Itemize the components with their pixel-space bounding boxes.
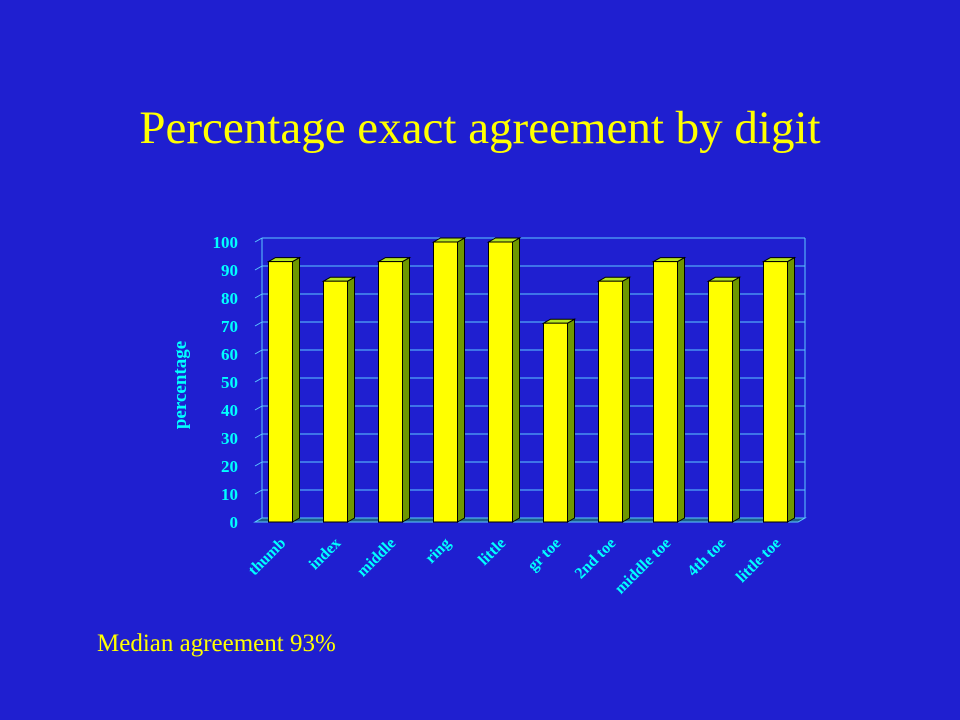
y-tick-label: 20	[221, 457, 238, 476]
x-tick-label: middle	[354, 535, 399, 580]
x-tick-label: thumb	[245, 535, 289, 579]
x-axis-tick-labels: thumb index middle ring little gr toe 2nd toem…	[245, 535, 784, 598]
bar	[761, 256, 797, 523]
bar-side	[567, 318, 575, 523]
gridline-wall-connector	[254, 237, 263, 243]
gridline-wall-connector	[254, 321, 263, 327]
y-axis-label: percentage	[170, 341, 191, 429]
bar	[266, 256, 302, 523]
y-tick-label: 40	[221, 401, 238, 420]
bar-side	[622, 276, 630, 523]
x-tick-label: gr toe	[525, 535, 565, 575]
bar-side	[512, 237, 520, 523]
bar-front	[708, 280, 733, 523]
bar-front	[763, 261, 788, 523]
bar-front	[268, 261, 293, 523]
bar-front	[543, 322, 568, 523]
slide-title: Percentage exact agreement by digit	[139, 102, 821, 154]
bar-front	[488, 241, 513, 523]
gridline-wall-connector	[254, 377, 263, 383]
gridline-wall-connector	[254, 489, 263, 495]
bar-side	[347, 276, 355, 523]
bar-side	[732, 276, 740, 523]
gridline-wall-connector	[254, 349, 263, 355]
y-tick-label: 80	[221, 289, 238, 308]
y-tick-label: 30	[221, 429, 238, 448]
gridline-wall-connector	[254, 433, 263, 439]
bar-side	[787, 256, 795, 523]
bar	[486, 237, 522, 523]
x-tick-label: little	[475, 535, 509, 569]
x-tick-label: middle toe	[612, 535, 675, 598]
median-agreement-note: Median agreement 93%	[97, 630, 336, 657]
bar-side	[402, 256, 410, 523]
bar	[541, 318, 577, 523]
gridline-wall-connector	[254, 405, 263, 411]
y-tick-label: 90	[221, 261, 238, 280]
bar	[321, 276, 357, 523]
bar-front	[653, 261, 678, 523]
y-tick-label: 10	[221, 485, 238, 504]
x-tick-label: ring	[422, 535, 454, 567]
bar	[376, 256, 412, 523]
y-tick-label: 100	[213, 233, 239, 252]
gridline-wall-connector	[254, 461, 263, 467]
bar-front	[433, 241, 458, 523]
x-tick-label: 4th toe	[684, 535, 729, 580]
bar-side	[457, 237, 465, 523]
x-tick-label: little toe	[733, 535, 784, 586]
bar	[706, 276, 742, 523]
chart-bars	[266, 237, 797, 523]
x-tick-label: 2nd toe	[572, 535, 620, 583]
bar	[596, 276, 632, 523]
y-tick-label: 70	[221, 317, 238, 336]
gridline-wall-connector	[254, 265, 263, 271]
bar	[431, 237, 467, 523]
bar-side	[292, 256, 300, 523]
y-tick-label: 60	[221, 345, 238, 364]
x-tick-label: index	[306, 535, 344, 573]
y-tick-label: 50	[221, 373, 238, 392]
bar-front	[323, 280, 348, 523]
y-axis-tick-labels: 0 10 20 30 40 50 60 70 80 90 100	[213, 233, 239, 532]
bar-side	[677, 256, 685, 523]
bar-front	[378, 261, 403, 523]
bar	[651, 256, 687, 523]
y-tick-label: 0	[230, 513, 239, 532]
bar-front	[598, 280, 623, 523]
gridline-wall-connector	[254, 293, 263, 299]
